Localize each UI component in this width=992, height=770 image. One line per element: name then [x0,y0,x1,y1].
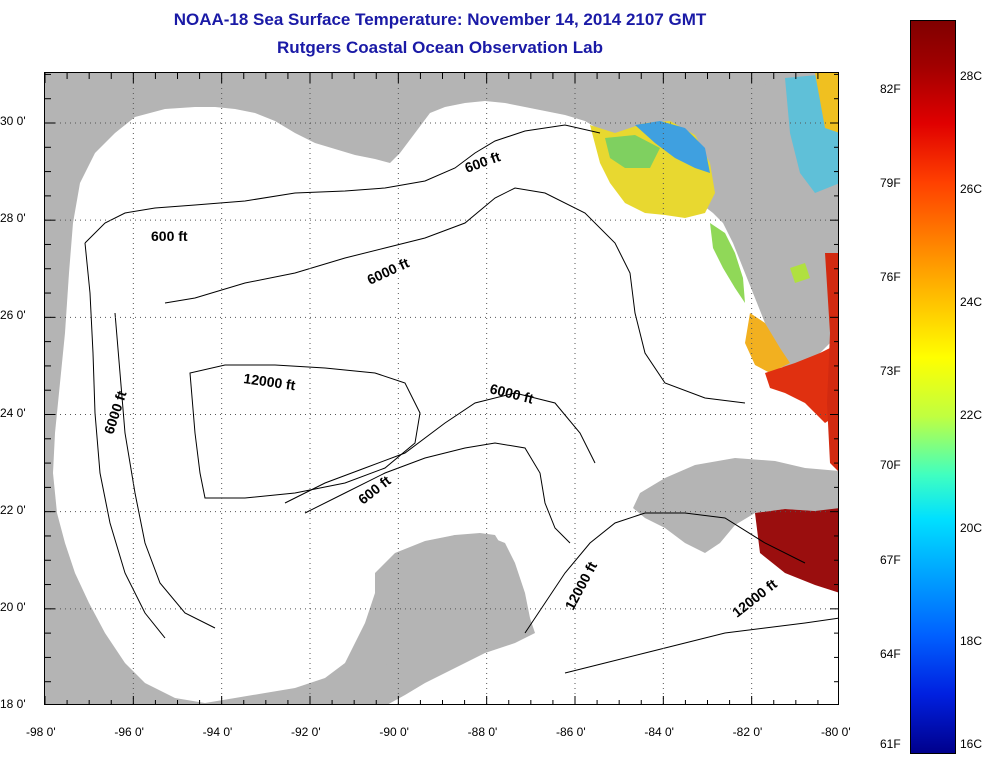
longitude-tick-label: -92 0' [291,725,321,739]
colorbar-fahrenheit-label: 73F [880,364,901,379]
contour-label: 6000 ft [365,254,412,287]
colorbar-celsius-label: 24C [960,295,983,310]
contour-label: 600 ft [463,148,503,176]
colorbar-celsius-label: 20C [960,521,983,536]
frame-ticks [45,73,838,704]
cuba [633,458,838,553]
latitude-tick-label: 22 0' [0,502,26,517]
sst-map: 600 ft 600 ft 6000 ft 12000 ft 6000 ft 6… [44,72,839,705]
sst-patch-east-coast-yellow [815,73,838,133]
colorbar-celsius-label: 18C [960,634,983,649]
contour-12000ft-south [564,617,838,674]
latitude-tick-label: 24 0' [0,405,26,420]
colorbar-fahrenheit-label: 64F [880,646,901,661]
latitude-tick-label: 26 0' [0,308,26,323]
colorbar-celsius-label: 26C [960,182,983,197]
colorbar-fahrenheit-label: 79F [880,176,901,191]
contour-label: 12000 ft [729,575,780,620]
land-masses [45,73,838,704]
longitude-tick-label: -94 0' [202,725,233,739]
map-title: NOAA-18 Sea Surface Temperature: Novembe… [173,10,707,29]
contour-6000ft [114,187,746,629]
colorbar-fahrenheit-label: 67F [880,552,901,567]
contour-600ft-west [84,242,166,639]
sst-patches [590,73,838,593]
yucatan-peninsula [308,533,503,704]
latitude-tick-label: 30 0' [0,114,26,128]
latitude-tick-label: 28 0' [0,211,26,226]
colorbar-fahrenheit-label: 82F [880,82,901,96]
sst-patch-big-bend-blue [635,121,710,173]
colorbar-celsius-label: 16C [960,737,983,751]
colorbar-celsius-label: 22C [960,408,983,423]
sst-patch-west-fl [710,223,745,303]
longitude-tick-label: -98 0' [26,725,56,739]
contour-label: 600 ft [151,228,188,244]
sst-patch-caribbean [755,508,838,593]
latitude-tick-label: 20 0' [0,599,26,614]
colorbar-celsius-label: 28C [960,69,983,84]
sst-patch-east-red [825,253,838,471]
sst-patch-lake [790,263,810,283]
longitude-tick-label: -86 0' [556,725,586,739]
contour-label: 6000 ft [101,388,130,435]
contour-label: 12000 ft [243,370,297,393]
sst-patch-keys-red [765,344,838,423]
colorbar-fahrenheit-label: 70F [880,458,901,473]
graticule [45,73,838,704]
longitude-tick-label: -90 0' [379,725,409,739]
colorbar [910,20,956,754]
contour-12000ft-channel [524,512,806,634]
longitude-tick-label: -80 0' [821,725,851,739]
contour-600ft-north [84,124,601,244]
longitude-tick-label: -82 0' [732,725,763,739]
latitude-tick-label: 18 0' [0,697,26,711]
longitude-tick-label: -88 0' [467,725,498,739]
colorbar-fahrenheit-label: 61F [880,737,901,751]
sst-patch-big-bend-green [605,135,660,168]
gulf-of-mexico-map-svg: 600 ft 600 ft 6000 ft 12000 ft 6000 ft 6… [45,73,838,704]
contour-6000ft-south [284,392,596,504]
contour-label: 12000 ft [562,559,601,613]
contour-600ft-south [304,442,571,544]
contour-12000ft [189,364,421,499]
map-subtitle: Rutgers Coastal Ocean Observation Lab [277,38,603,57]
longitude-tick-label: -96 0' [114,725,144,739]
contour-label: 6000 ft [488,380,535,406]
sst-patch-keys [745,313,790,373]
longitude-tick-label: -84 0' [644,725,674,739]
bathymetry-contours [84,124,838,674]
colorbar-fahrenheit-label: 76F [880,270,901,285]
